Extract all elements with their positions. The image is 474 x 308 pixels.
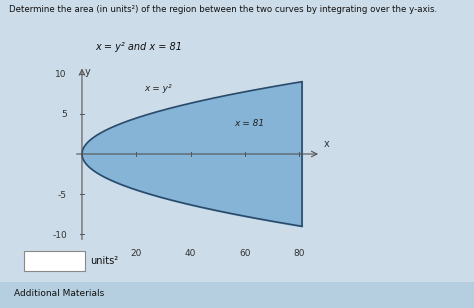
- Text: y: y: [85, 67, 91, 77]
- Text: x = y²: x = y²: [145, 84, 172, 93]
- Text: units²: units²: [90, 256, 118, 266]
- Text: x = 81: x = 81: [234, 119, 264, 128]
- Text: Determine the area (in units²) of the region between the two curves by integrati: Determine the area (in units²) of the re…: [9, 5, 438, 14]
- Text: x: x: [323, 139, 329, 149]
- Text: x = y² and x = 81: x = y² and x = 81: [95, 42, 182, 51]
- Text: Additional Materials: Additional Materials: [14, 289, 104, 298]
